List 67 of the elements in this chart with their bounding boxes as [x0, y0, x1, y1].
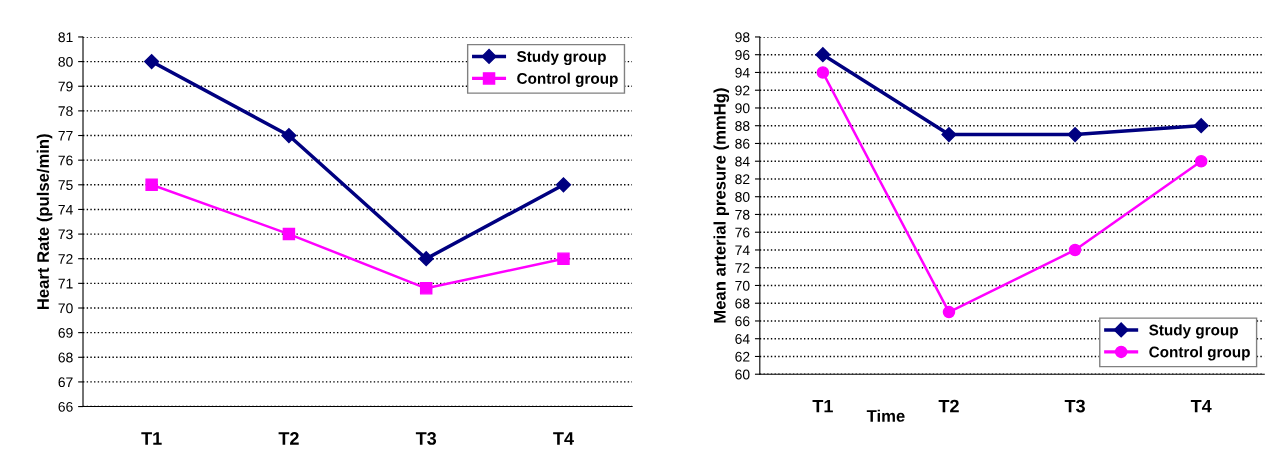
point — [1193, 118, 1209, 134]
y-tick-label: 60 — [735, 369, 750, 380]
y-tick-label: 78 — [58, 106, 73, 117]
y-tick-label: 96 — [735, 50, 750, 60]
x-tick-label: T3 — [1064, 399, 1085, 413]
point — [557, 252, 570, 265]
point — [555, 177, 572, 193]
x-axis-title: Time — [866, 409, 905, 422]
point — [1068, 243, 1082, 257]
point — [1194, 154, 1208, 168]
y-tick-label: 68 — [735, 298, 750, 309]
y-tick-label: 94 — [735, 67, 750, 78]
y-tick-label: 98 — [735, 32, 750, 43]
legend-label: Study group — [1149, 324, 1238, 339]
legend-label: Study group — [516, 50, 606, 66]
y-tick-label: 86 — [735, 138, 750, 149]
y-axis-title: Mean arterial presure (mmHg) — [713, 88, 730, 323]
point — [941, 127, 957, 143]
y-tick-label: 70 — [735, 280, 750, 291]
y-tick-label: 68 — [58, 352, 73, 363]
point — [282, 227, 296, 241]
x-tick-label: T1 — [812, 399, 833, 413]
point — [418, 251, 434, 267]
legend-label: Control group — [517, 72, 618, 87]
y-tick-label: 76 — [58, 155, 73, 166]
x-tick-label: T2 — [278, 432, 299, 445]
y-tick-label: 90 — [735, 103, 750, 114]
y-tick-label: 88 — [735, 121, 750, 131]
point — [281, 127, 297, 144]
y-tick-label: 72 — [735, 263, 750, 273]
x-tick-label: T2 — [938, 399, 959, 413]
y-tick-label: 82 — [735, 174, 750, 185]
x-tick-label: T4 — [1190, 399, 1212, 413]
y-axis-title: Heart Rate (pulse/min) — [36, 134, 53, 310]
y-tick-label: 66 — [735, 316, 750, 327]
point — [419, 282, 433, 295]
y-tick-label: 84 — [735, 156, 750, 167]
y-tick-label: 70 — [58, 303, 73, 314]
y-tick-label: 78 — [735, 209, 750, 220]
point — [145, 178, 158, 192]
point — [1067, 127, 1083, 143]
point — [816, 66, 830, 79]
y-tick-label: 77 — [58, 131, 73, 141]
y-tick-label: 81 — [58, 32, 73, 43]
point — [815, 47, 831, 63]
point — [942, 305, 956, 319]
y-tick-label: 64 — [735, 334, 750, 344]
x-tick-label: T4 — [553, 432, 574, 445]
y-tick-label: 74 — [735, 245, 750, 255]
y-tick-label: 71 — [58, 278, 73, 289]
y-tick-label: 62 — [735, 351, 750, 362]
y-tick-label: 74 — [58, 204, 73, 215]
y-tick-label: 79 — [58, 81, 73, 92]
y-tick-label: 80 — [735, 192, 750, 202]
y-tick-label: 72 — [58, 254, 73, 264]
x-tick-label: T1 — [141, 432, 162, 445]
x-tick-label: T3 — [415, 432, 437, 445]
y-tick-label: 67 — [58, 377, 73, 388]
y-tick-label: 69 — [58, 327, 73, 338]
y-tick-label: 66 — [58, 401, 73, 412]
legend-label: Control group — [1149, 346, 1250, 361]
y-tick-label: 73 — [58, 229, 73, 240]
y-tick-label: 75 — [58, 180, 73, 190]
y-tick-label: 80 — [58, 56, 73, 67]
point — [144, 54, 160, 70]
y-tick-label: 76 — [735, 227, 750, 238]
y-tick-label: 92 — [735, 85, 750, 96]
